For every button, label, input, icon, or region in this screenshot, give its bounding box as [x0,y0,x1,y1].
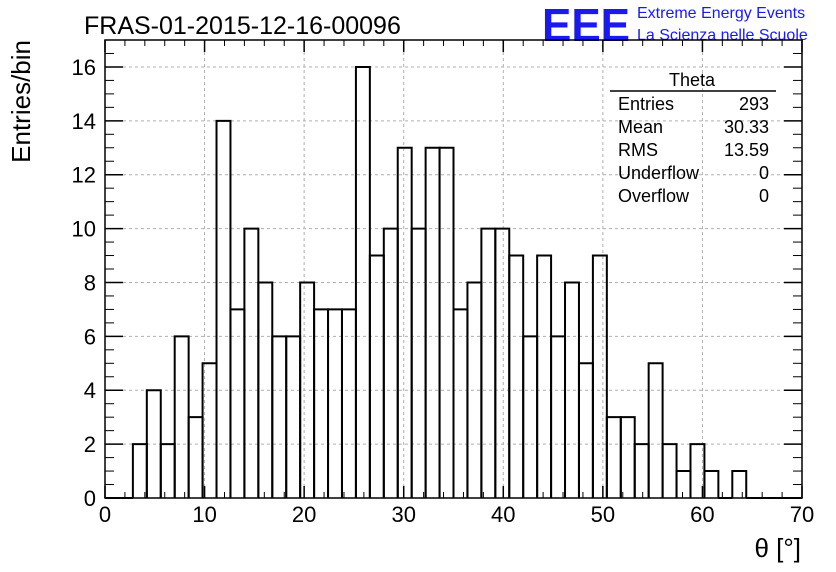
histogram-bin [619,416,636,498]
stats-value-underflow: 0 [759,163,769,183]
histogram-bin [480,227,497,498]
eee-logo: EEE Extreme Energy Events La Scienza nel… [542,0,808,51]
stats-value-mean: 30.33 [724,117,769,137]
histogram-bin [327,308,343,498]
histogram-bin [675,470,692,498]
y-axis-title: Entries/bin [6,40,36,163]
y-tick-label: 16 [72,55,96,80]
histogram-bin [215,119,232,498]
histogram-bin [159,443,176,498]
stats-box: Theta Entries 293 Mean 30.33 RMS 13.59 U… [610,70,776,206]
y-tick-label: 2 [84,432,96,457]
logo-line-1: Extreme Energy Events [637,5,805,22]
histogram-bin [661,443,678,498]
histogram-bin [536,254,553,498]
x-tick-labels: 0 10 20 30 40 50 60 70 [99,502,814,527]
x-tick-label: 60 [690,502,714,527]
y-tick-labels: 0 2 4 6 8 10 12 14 16 [72,55,96,511]
stats-value-overflow: 0 [759,186,769,206]
axis-ticks [104,39,803,499]
x-tick-label: 10 [192,502,216,527]
x-tick-label: 40 [491,502,515,527]
x-tick-label: 0 [99,502,111,527]
stats-label-rms: RMS [618,140,658,160]
histogram-bin [131,443,148,498]
stats-label-mean: Mean [618,117,663,137]
histogram-bin [731,470,748,498]
histogram-bin [647,362,664,498]
histogram-bin [382,227,399,498]
stats-title: Theta [669,70,716,90]
chart-title: FRAS-01-2015-12-16-00096 [84,12,401,40]
histogram-bin [243,227,260,498]
histogram-bin [410,227,427,498]
x-tick-label: 30 [391,502,415,527]
histogram-bin [424,146,441,498]
x-tick-label: 70 [790,502,814,527]
histogram-bin [271,335,288,498]
histogram-bin [173,335,190,498]
stats-value-rms: 13.59 [724,140,769,160]
y-tick-label: 6 [84,324,96,349]
histogram-bin [340,308,357,498]
histogram-bin [285,335,302,498]
histogram-bin [703,470,720,498]
histogram-bin [313,308,330,498]
y-tick-label: 10 [72,217,96,242]
stats-value-entries: 293 [739,94,769,114]
x-tick-label: 50 [591,502,615,527]
y-tick-label: 0 [84,486,96,511]
stats-label-underflow: Underflow [618,163,700,183]
histogram-bin [494,227,511,498]
y-tick-label: 8 [84,270,96,295]
histogram-bin [633,443,650,498]
stats-label-overflow: Overflow [618,186,690,206]
histogram-bin [438,146,455,498]
histogram-bars [105,65,802,499]
logo-mark: EEE [542,0,630,51]
histogram-bin [605,416,622,498]
histogram-bin [299,281,316,498]
histogram-bin [550,335,567,498]
histogram-bin [368,254,385,498]
y-tick-label: 12 [72,163,96,188]
y-tick-label: 14 [72,109,96,134]
x-axis-title: θ [°] [754,533,801,563]
x-tick-label: 20 [292,502,316,527]
histogram-bin [187,416,204,498]
histogram-bin [508,254,525,498]
histogram-bin [522,335,539,498]
histogram-bin [396,146,413,498]
histogram-bin [257,281,274,498]
histogram-bin [452,308,469,498]
histogram-bin [229,308,246,498]
stats-label-entries: Entries [618,94,674,114]
histogram-bin [591,254,608,498]
histogram-bin [577,362,594,498]
y-tick-label: 4 [84,378,96,403]
